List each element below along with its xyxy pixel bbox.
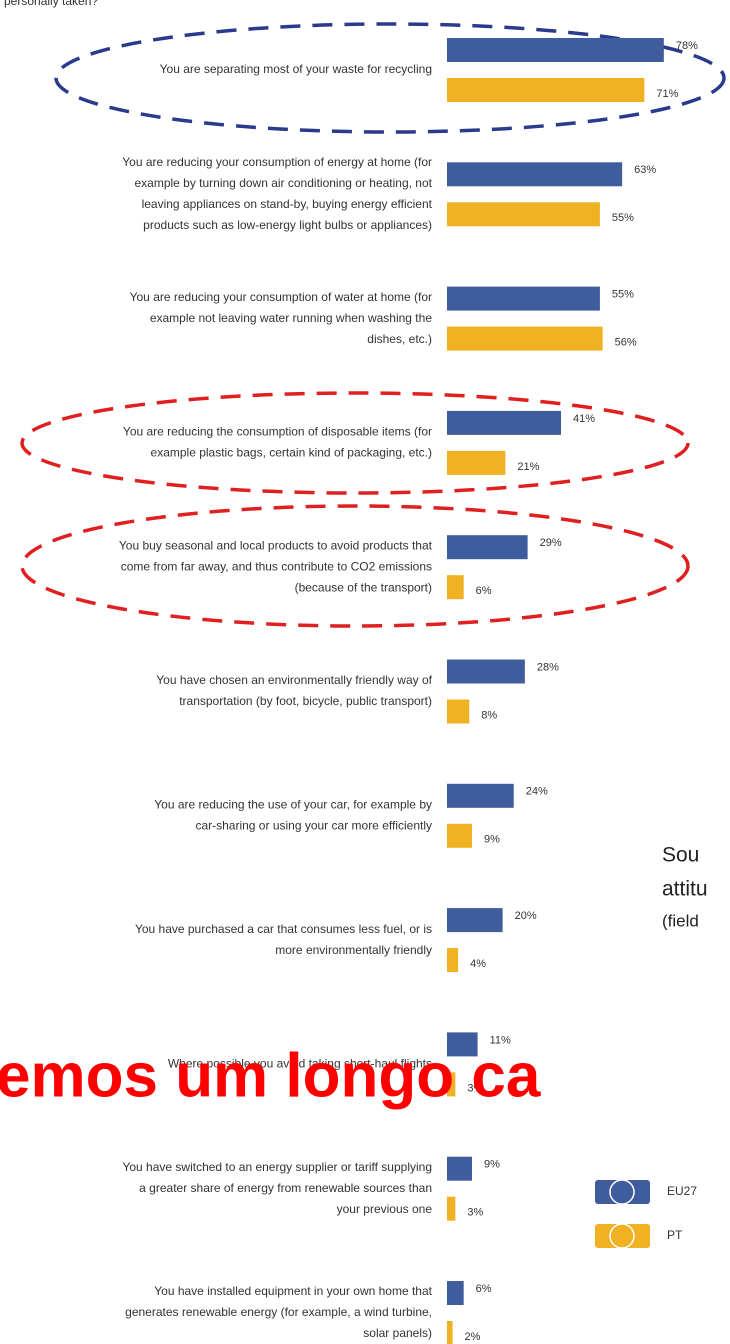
category-label: example not leaving water running when w…: [150, 311, 433, 325]
bar: [447, 286, 600, 311]
category-label: You are reducing the use of your car, fo…: [154, 797, 432, 811]
category-label: a greater share of energy from renewable…: [139, 1181, 432, 1195]
category-label: generates renewable energy (for example,…: [125, 1305, 432, 1319]
value-label: 55%: [612, 289, 634, 301]
category-label: You have purchased a car that consumes l…: [135, 922, 432, 936]
category-label: Where possible you avoid taking short-ha…: [168, 1057, 432, 1071]
bar: [447, 1321, 453, 1344]
legend-flag: [609, 1223, 635, 1249]
category-label: (because of the transport): [295, 580, 432, 594]
value-label: 6%: [476, 1283, 492, 1295]
highlight-ellipse: [20, 391, 690, 495]
bar: [447, 450, 506, 475]
legend-label: PT: [667, 1228, 683, 1242]
value-label: 6%: [476, 585, 492, 597]
legend-label: EU27: [667, 1184, 697, 1198]
value-label: 55%: [612, 212, 634, 224]
category-label: come from far away, and thus contribute …: [121, 559, 432, 573]
value-label: 9%: [484, 834, 500, 846]
category-label: more environmentally friendly: [275, 943, 432, 957]
bar: [447, 575, 464, 600]
category-label: You have chosen an environmentally frien…: [156, 673, 432, 687]
bar: [447, 1196, 456, 1221]
bar: [447, 38, 664, 62]
category-label: You buy seasonal and local products to a…: [119, 538, 433, 552]
bar: [447, 410, 561, 435]
value-label: 56%: [615, 337, 637, 349]
bar: [447, 78, 645, 102]
overlay-text: (field: [662, 911, 699, 930]
category-label: your previous one: [337, 1202, 433, 1216]
category-label: You are reducing your consumption of wat…: [130, 290, 432, 304]
bar: [447, 948, 459, 973]
bar: [447, 1032, 478, 1057]
value-label: 63%: [634, 164, 656, 176]
category-label: products such as low-energy light bulbs …: [143, 218, 432, 232]
bar: [447, 1281, 464, 1305]
subtitle: personally taken?: [4, 0, 98, 8]
value-label: 3%: [467, 1207, 483, 1219]
value-label: 20%: [515, 910, 537, 922]
value-label: 24%: [526, 786, 548, 798]
value-label: 71%: [656, 88, 678, 100]
banner-text: emos um longo ca: [0, 1041, 541, 1110]
bar: [447, 823, 473, 848]
value-label: 78%: [676, 40, 698, 52]
bar: [447, 1072, 456, 1097]
category-label: example plastic bags, certain kind of pa…: [151, 446, 432, 460]
value-label: 29%: [540, 537, 562, 549]
value-label: 8%: [481, 709, 497, 721]
highlight-ellipse: [54, 22, 726, 134]
highlight-ellipse: [20, 504, 690, 628]
value-label: 3%: [467, 1082, 483, 1094]
value-label: 4%: [470, 958, 486, 970]
category-label: leaving appliances on stand-by, buying e…: [142, 197, 433, 211]
bar: [447, 535, 528, 560]
value-label: 21%: [517, 461, 539, 473]
category-label: You have switched to an energy supplier …: [122, 1160, 432, 1174]
overlay-text: attitu: [662, 878, 708, 901]
overlay-text: Sou: [662, 844, 699, 867]
value-label: 11%: [490, 1034, 511, 1046]
category-label: You are separating most of your waste fo…: [160, 62, 432, 76]
bar: [447, 326, 603, 351]
bar: [447, 699, 470, 724]
legend-flag: [609, 1179, 635, 1205]
value-label: 41%: [573, 413, 595, 425]
category-label: solar panels): [363, 1326, 432, 1340]
value-label: 28%: [537, 661, 559, 673]
value-label: 2%: [465, 1331, 481, 1343]
bar: [447, 659, 525, 684]
category-label: dishes, etc.): [367, 332, 432, 346]
bar: [447, 162, 623, 187]
bar: [447, 908, 503, 933]
category-label: car-sharing or using your car more effic…: [195, 818, 432, 832]
category-label: You are reducing your consumption of ene…: [122, 155, 432, 169]
bar: [447, 1156, 473, 1181]
value-label: 9%: [484, 1159, 500, 1171]
category-label: example by turning down air conditioning…: [134, 176, 432, 190]
bar: [447, 783, 514, 808]
category-label: transportation (by foot, bicycle, public…: [179, 694, 432, 708]
bar: [447, 202, 600, 227]
category-label: You have installed equipment in your own…: [154, 1284, 432, 1298]
category-label: You are reducing the consumption of disp…: [123, 425, 432, 439]
